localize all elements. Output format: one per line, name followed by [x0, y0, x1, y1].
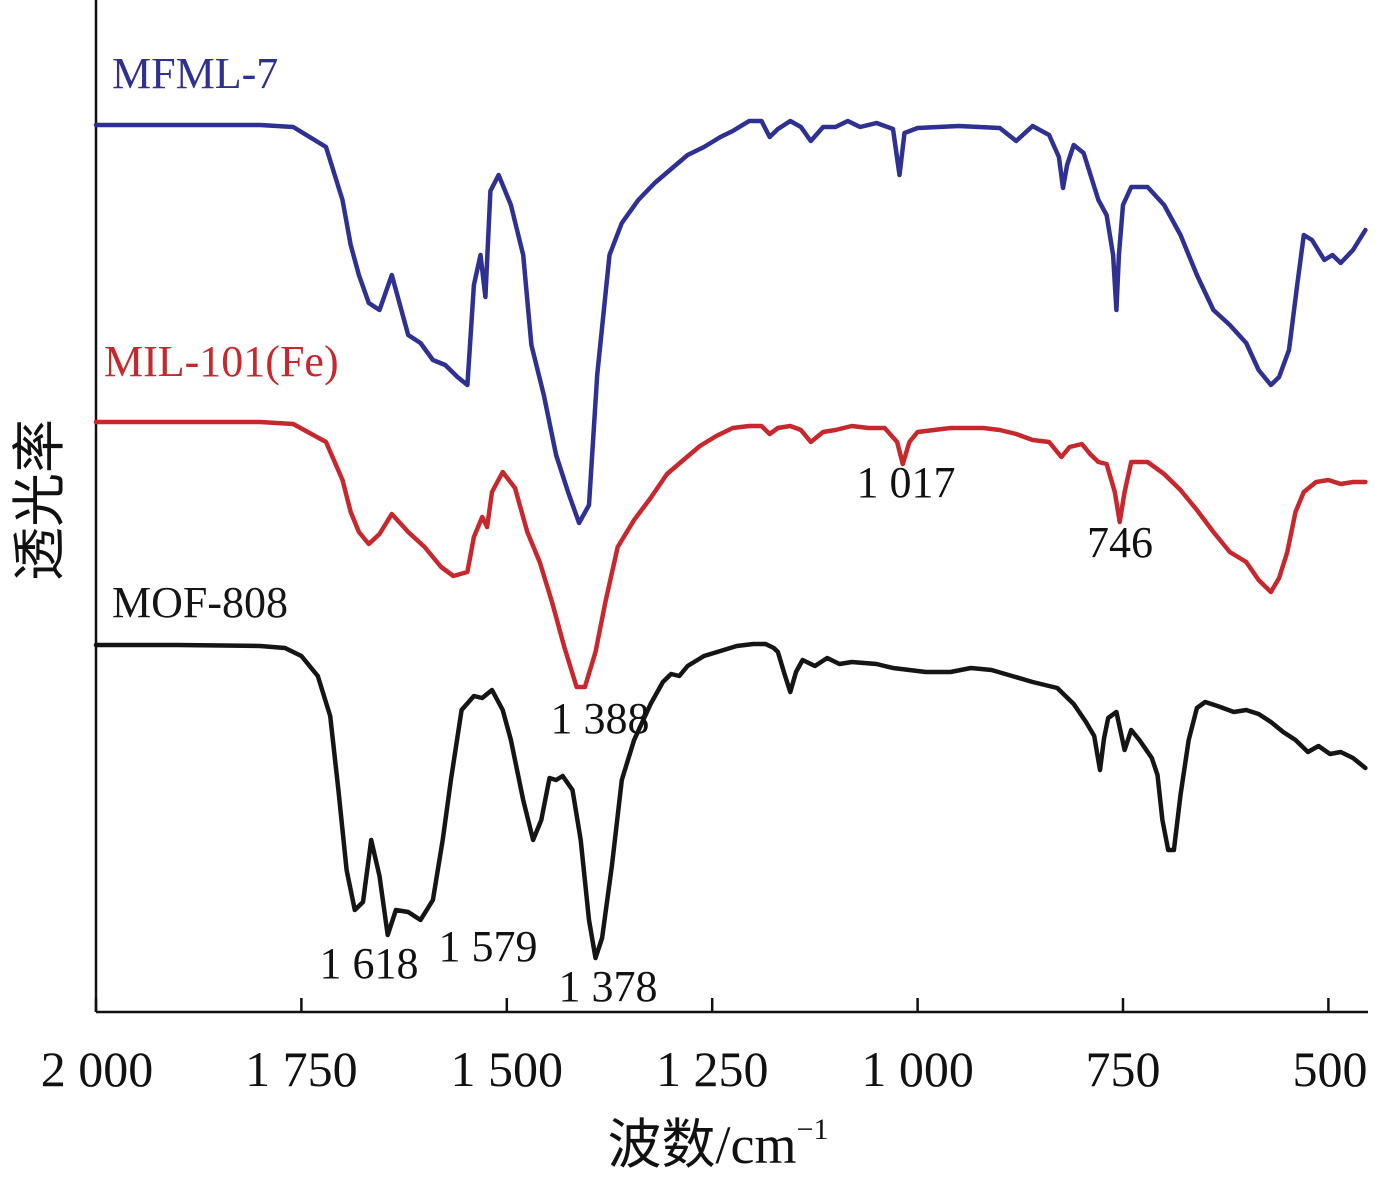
x-axis-label: 波数/cm−1	[608, 1113, 829, 1175]
x-tick-label-750: 750	[1086, 1041, 1161, 1097]
x-tick-label-500: 500	[1293, 1041, 1368, 1097]
axes: 2 000 1 750 1 500 1 250 1 000 750 500	[41, 0, 1368, 1097]
series-line-mil-101-fe	[93, 419, 1368, 690]
peak-label-746: 746	[1087, 518, 1153, 567]
x-axis-label-text: 波数/cm	[608, 1115, 797, 1175]
series-line-mfml-7	[93, 118, 1368, 526]
series-line-mof-808	[93, 641, 1368, 961]
peak-label-1579: 1 579	[439, 922, 538, 971]
y-axis-label: 透光率	[10, 419, 70, 581]
x-tick-label-1000: 1 000	[861, 1041, 974, 1097]
peak-label-1017: 1 017	[857, 458, 956, 507]
x-tick-label-1250: 1 250	[656, 1041, 769, 1097]
series-label-mil-101-fe: MIL-101(Fe)	[104, 337, 339, 386]
labels-layer: MFML-7 MIL-101(Fe) MOF-808 1 017 746 1 3…	[10, 49, 1153, 1175]
x-tick-label-1750: 1 750	[245, 1041, 358, 1097]
peak-label-1618: 1 618	[320, 939, 419, 988]
x-tick-label-2000: 2 000	[41, 1041, 154, 1097]
peak-label-1388: 1 388	[551, 694, 650, 743]
series-label-mfml-7: MFML-7	[112, 49, 278, 98]
peak-label-1378: 1 378	[559, 962, 658, 1011]
x-axis-label-superscript: −1	[797, 1113, 829, 1146]
series-label-mof-808: MOF-808	[112, 578, 288, 627]
series-layer	[93, 118, 1368, 961]
x-tick-label-1500: 1 500	[451, 1041, 564, 1097]
